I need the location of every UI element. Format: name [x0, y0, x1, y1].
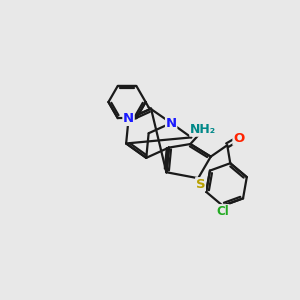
Text: Cl: Cl: [216, 205, 229, 218]
Text: NH₂: NH₂: [190, 123, 216, 136]
Text: N: N: [166, 116, 177, 130]
Text: O: O: [233, 132, 244, 145]
Text: S: S: [196, 178, 206, 191]
Text: N: N: [123, 112, 134, 125]
